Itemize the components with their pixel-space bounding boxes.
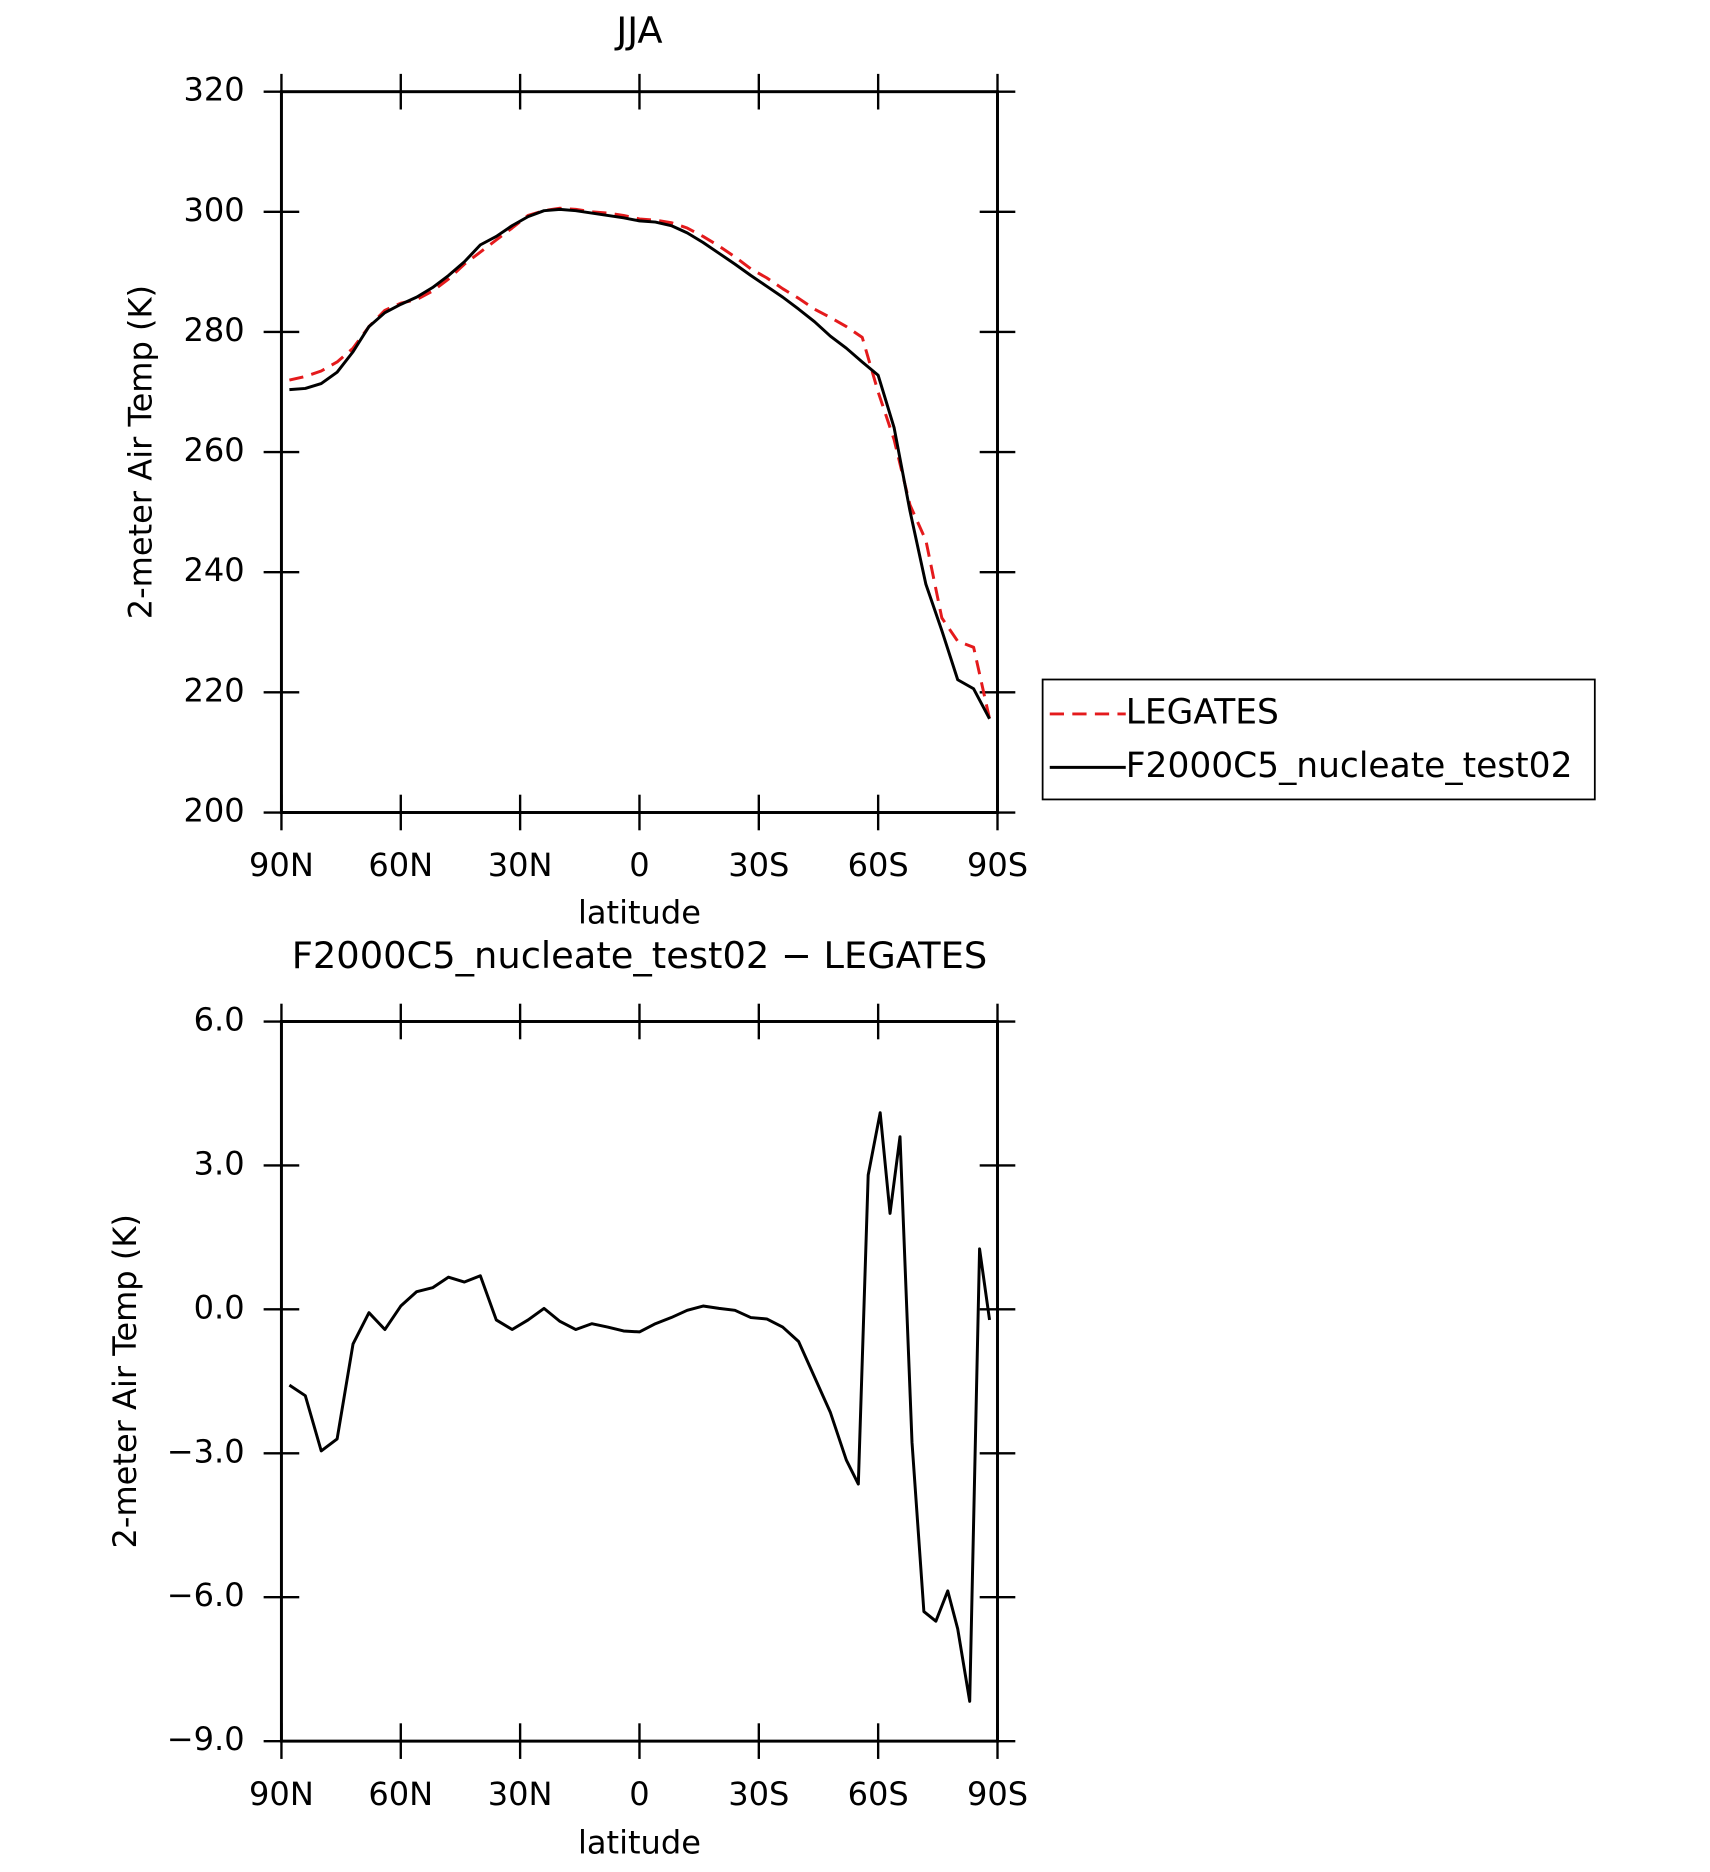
x-tick-label: 90N <box>249 846 314 884</box>
y-tick-label: −9.0 <box>167 1720 245 1758</box>
y-axis-label: 2-meter Air Temp (K) <box>106 1214 144 1548</box>
y-tick-label: 200 <box>183 792 244 830</box>
y-tick-label: 240 <box>183 551 244 589</box>
x-tick-label: 60S <box>848 846 909 884</box>
legend-box <box>1041 678 1596 801</box>
chart-title: JJA <box>614 9 662 52</box>
data-line <box>289 206 991 720</box>
y-tick-label: 6.0 <box>194 1001 245 1039</box>
x-tick-label: 90N <box>249 1775 314 1813</box>
y-tick-label: 3.0 <box>194 1144 245 1182</box>
y-tick-label: −3.0 <box>167 1432 245 1470</box>
x-tick-label: 0 <box>629 846 649 884</box>
data-line <box>289 207 991 720</box>
y-tick-label: 280 <box>183 311 244 349</box>
legend-label: LEGATES <box>1126 692 1279 732</box>
x-axis-label: latitude <box>578 894 701 932</box>
y-tick-label: 220 <box>183 671 244 709</box>
legend: LEGATES F2000C5_nucleate_test02 <box>1041 678 1596 801</box>
x-tick-label: 30S <box>728 1775 789 1813</box>
legend-label: F2000C5_nucleate_test02 <box>1126 746 1573 786</box>
y-tick-label: 300 <box>183 191 244 229</box>
y-axis-label: 2-meter Air Temp (K) <box>122 285 160 619</box>
x-tick-label: 0 <box>629 1775 649 1813</box>
x-tick-label: 60S <box>848 1775 909 1813</box>
chart-title: F2000C5_nucleate_test02 − LEGATES <box>292 934 987 977</box>
data-line <box>288 1111 992 1703</box>
plot-frame <box>279 1020 999 1743</box>
y-tick-label: 0.0 <box>194 1288 245 1326</box>
x-tick-label: 30N <box>488 1775 553 1813</box>
y-tick-label: 260 <box>183 431 244 469</box>
plot-frame <box>279 90 999 814</box>
x-tick-label: 90S <box>967 1775 1028 1813</box>
x-tick-label: 90S <box>967 846 1028 884</box>
x-tick-label: 60N <box>368 846 433 884</box>
x-tick-label: 30S <box>728 846 789 884</box>
x-tick-label: 30N <box>488 846 553 884</box>
x-axis-label: latitude <box>578 1823 701 1861</box>
x-tick-label: 60N <box>368 1775 433 1813</box>
y-tick-label: 320 <box>183 71 244 109</box>
y-tick-label: −6.0 <box>167 1576 245 1614</box>
